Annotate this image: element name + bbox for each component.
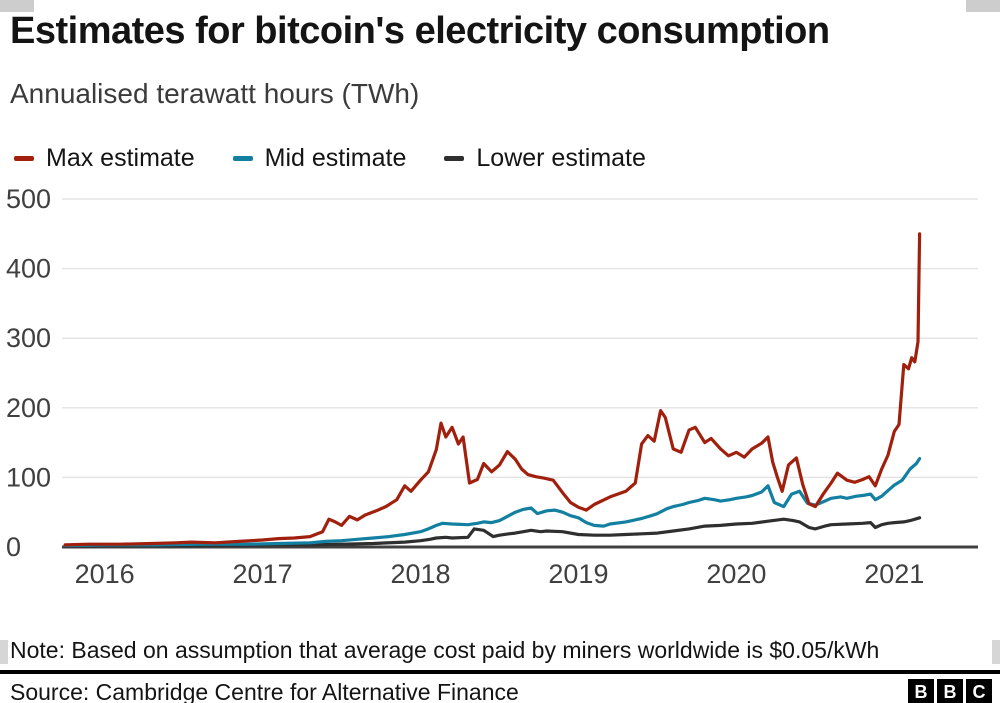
legend-label-max-estimate: Max estimate: [46, 143, 195, 172]
y-tick-label: 300: [6, 323, 51, 353]
chart-note: Note: Based on assumption that average c…: [10, 636, 880, 663]
series-line-lower-estimate: [63, 515, 922, 548]
bbc-logo-block-3: C: [966, 679, 992, 703]
y-tick-label: 200: [6, 392, 51, 422]
chart-title: Estimates for bitcoin's electricity cons…: [10, 10, 830, 52]
chart-subtitle: Annualised terawatt hours (TWh): [10, 77, 420, 109]
x-tick-label: 2016: [75, 559, 135, 589]
edge-decoration-left: [0, 640, 8, 664]
bbc-logo-block-2: B: [937, 679, 963, 703]
legend-item-mid-estimate: Mid estimate: [232, 143, 407, 173]
series-line-max-estimate: [63, 231, 922, 547]
y-tick-label: 500: [6, 184, 51, 214]
legend-label-mid-estimate: Mid estimate: [264, 143, 407, 172]
x-tick-label: 2018: [390, 559, 450, 589]
legend-item-max-estimate: Max estimate: [14, 144, 195, 173]
y-tick-label: 0: [6, 532, 21, 562]
x-tick-label: 2019: [548, 559, 608, 589]
edge-decoration-right: [992, 640, 1000, 664]
legend-swatch-max-estimate: [14, 155, 34, 161]
y-tick-label: 100: [6, 462, 51, 492]
corner-decoration-top-left: [0, 0, 34, 12]
source-row: Source: Cambridge Centre for Alternative…: [0, 674, 1000, 703]
source-text: Source: Cambridge Centre for Alternative…: [10, 678, 519, 703]
legend-swatch-lower-estimate: [444, 155, 465, 161]
x-tick-label: 2020: [706, 559, 766, 589]
bbc-logo: B B C: [908, 679, 992, 703]
legend-item-lower-estimate: Lower estimate: [444, 144, 646, 173]
series-line-mid-estimate: [63, 456, 922, 547]
legend: Max estimate Mid estimate Lower estimate: [14, 144, 1000, 173]
corner-decoration-top-right: [966, 0, 1000, 12]
divider: [0, 669, 1000, 674]
legend-swatch-mid-estimate: [232, 155, 253, 161]
line-chart: 0 100 200 300 400 500 2016 2017 2018 2019 2020 2021: [6, 184, 978, 589]
x-tick-label: 2021: [864, 559, 924, 589]
x-tick-label: 2017: [233, 559, 293, 589]
legend-label-lower-estimate: Lower estimate: [476, 143, 646, 172]
bbc-logo-block-1: B: [908, 679, 934, 703]
y-tick-label: 400: [6, 253, 51, 283]
